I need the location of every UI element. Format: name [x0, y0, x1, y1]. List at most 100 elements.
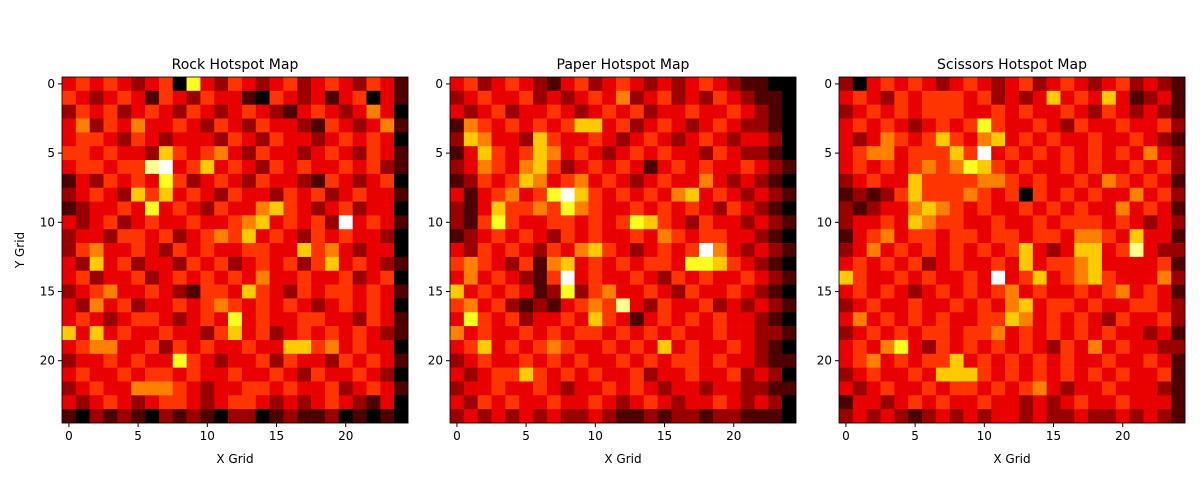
heat-cell — [297, 160, 312, 175]
heat-cell — [145, 173, 160, 189]
heat-cell — [172, 256, 187, 272]
heat-cell — [519, 77, 534, 92]
heat-cell — [477, 201, 492, 216]
heat-cell — [519, 270, 534, 285]
heat-cell — [352, 284, 367, 299]
heat-cell — [463, 243, 478, 258]
heat-cell — [117, 395, 132, 410]
heat-cell — [754, 146, 769, 161]
heat-cell — [894, 243, 909, 258]
heat-cell — [699, 104, 714, 119]
heat-cell — [685, 270, 700, 285]
heat-cell — [839, 146, 854, 161]
heat-cell — [394, 353, 409, 368]
heat-cell — [740, 118, 755, 133]
heat-cell — [1115, 173, 1130, 189]
heat-cell — [754, 201, 769, 216]
heat-cell — [131, 187, 146, 202]
heat-cell — [754, 367, 769, 382]
heat-cell — [908, 215, 923, 230]
heat-cell — [89, 243, 104, 258]
heat-cell — [922, 201, 937, 216]
heat-cell — [366, 270, 381, 285]
heat-cell — [574, 395, 589, 410]
heat-cell — [131, 270, 146, 285]
heat-cell — [297, 395, 312, 410]
heat-cell — [657, 353, 672, 368]
heat-cell — [352, 326, 367, 341]
heat-cell — [1115, 381, 1130, 396]
heat-cell — [685, 326, 700, 341]
heat-cell — [228, 326, 243, 341]
heat-cell — [158, 104, 174, 119]
heat-cell — [740, 381, 755, 396]
heat-cell — [172, 326, 187, 341]
heat-cell — [1074, 173, 1089, 189]
heat-cell — [740, 201, 755, 216]
heat-cell — [1129, 326, 1144, 341]
heat-cell — [533, 160, 548, 175]
heat-cell — [1088, 367, 1103, 382]
heat-cell — [1129, 160, 1144, 175]
heat-cell — [1129, 353, 1144, 368]
heat-cell — [491, 270, 506, 285]
heat-cell — [866, 298, 881, 313]
heat-cell — [657, 90, 672, 105]
heat-cell — [352, 90, 367, 105]
heat-cell — [450, 201, 465, 216]
heat-cell — [228, 146, 243, 161]
heat-cell — [866, 160, 881, 175]
heat-cell — [1060, 215, 1075, 230]
heat-cell — [657, 160, 672, 175]
heat-cell — [380, 284, 395, 299]
heat-cell — [1171, 90, 1186, 105]
y-tick-label: 20 — [40, 354, 55, 368]
heat-cell — [546, 173, 562, 189]
heat-cell — [991, 339, 1006, 355]
heat-cell — [643, 243, 658, 258]
heat-cell — [726, 339, 741, 355]
heat-cell — [574, 201, 589, 216]
heat-cell — [963, 104, 978, 119]
heat-cell — [894, 118, 909, 133]
heat-cell — [491, 77, 506, 92]
heat-cell — [1060, 160, 1075, 175]
heat-cell — [643, 284, 658, 299]
heat-cell — [172, 284, 187, 299]
heat-cell — [172, 118, 187, 133]
heat-cell — [1074, 353, 1089, 368]
heat-cell — [505, 381, 520, 396]
heat-cell — [671, 256, 686, 272]
heat-cell — [75, 270, 90, 285]
heat-cell — [89, 326, 104, 341]
heat-cell — [1101, 215, 1117, 230]
heat-cell — [533, 381, 548, 396]
heat-cell — [657, 187, 672, 202]
heat-cell — [685, 284, 700, 299]
heat-cell — [228, 77, 243, 92]
heat-cell — [963, 90, 978, 105]
heat-cell — [324, 229, 340, 244]
heat-cell — [89, 173, 104, 189]
heat-cell — [922, 104, 937, 119]
heat-cell — [922, 409, 937, 424]
heat-cell — [352, 270, 367, 285]
heat-cell — [214, 409, 229, 424]
heat-cell — [394, 187, 409, 202]
heat-cell — [103, 312, 118, 327]
heat-cell — [145, 270, 160, 285]
heat-cell — [283, 173, 298, 189]
heat-cell — [588, 395, 603, 410]
heat-cell — [519, 132, 534, 147]
heat-cell — [186, 215, 201, 230]
heat-cell — [117, 132, 132, 147]
heat-cell — [1046, 187, 1061, 202]
heat-cell — [588, 104, 603, 119]
x-tick-label: 10 — [977, 429, 992, 443]
heat-cell — [324, 243, 340, 258]
heat-cell — [699, 339, 714, 355]
heat-cell — [200, 243, 215, 258]
heat-cell — [754, 132, 769, 147]
heat-cell — [311, 395, 326, 410]
heat-cell — [214, 229, 229, 244]
